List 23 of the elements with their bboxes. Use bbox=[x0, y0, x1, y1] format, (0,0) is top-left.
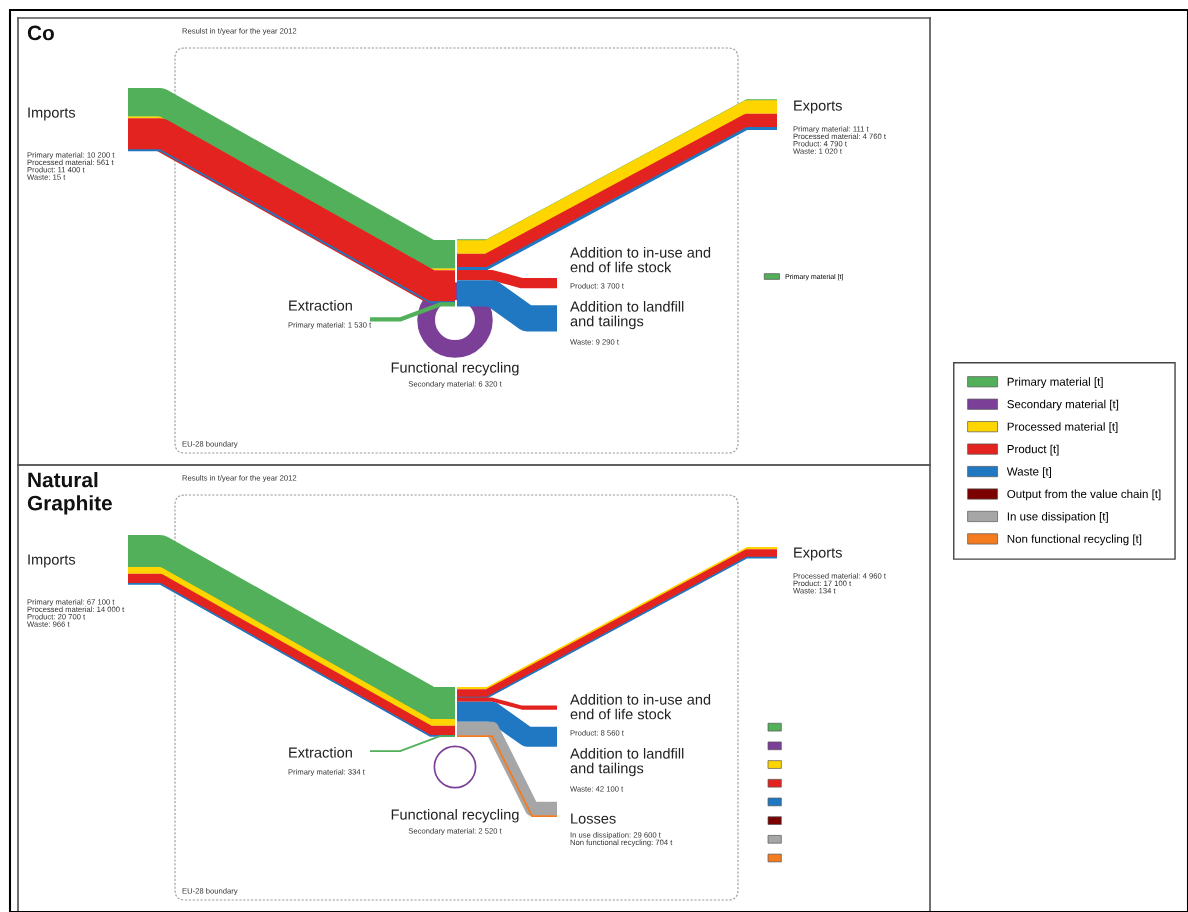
category-label: Functional recycling bbox=[391, 362, 519, 376]
category-label: Addition to in-use and end of life stock bbox=[570, 694, 711, 720]
category-label: Exports bbox=[794, 547, 842, 561]
legend-label: Output from the value chain [t] bbox=[1007, 489, 1161, 501]
category-label: Exports bbox=[794, 100, 842, 114]
legend-label: Processed material [t] bbox=[1007, 422, 1118, 433]
legend-label: Non functional recycling [t] bbox=[1007, 534, 1142, 546]
legend-label: Product [t] bbox=[1007, 444, 1059, 456]
category-label: Imports bbox=[28, 554, 76, 568]
category-label: Addition to landfill and tailings bbox=[570, 748, 684, 777]
text: Co bbox=[27, 25, 54, 41]
category-label: Addition to in-use and end of life stock bbox=[570, 247, 711, 273]
category-label: Functional recycling bbox=[391, 809, 519, 823]
text: Natural Graphite bbox=[27, 472, 112, 515]
category-label: Addition to landfill and tailings bbox=[570, 301, 684, 330]
legend-label: Primary material [t] bbox=[1007, 377, 1103, 389]
category-label: Imports bbox=[28, 107, 76, 121]
legend-label: In use dissipation [t] bbox=[1007, 512, 1108, 523]
legend-label: Secondary material [t] bbox=[1007, 399, 1119, 411]
category-label: Extraction bbox=[289, 300, 352, 311]
category-label: Losses bbox=[571, 813, 616, 824]
category-label: Extraction bbox=[289, 747, 352, 758]
legend-label: Waste [t] bbox=[1006, 467, 1052, 478]
